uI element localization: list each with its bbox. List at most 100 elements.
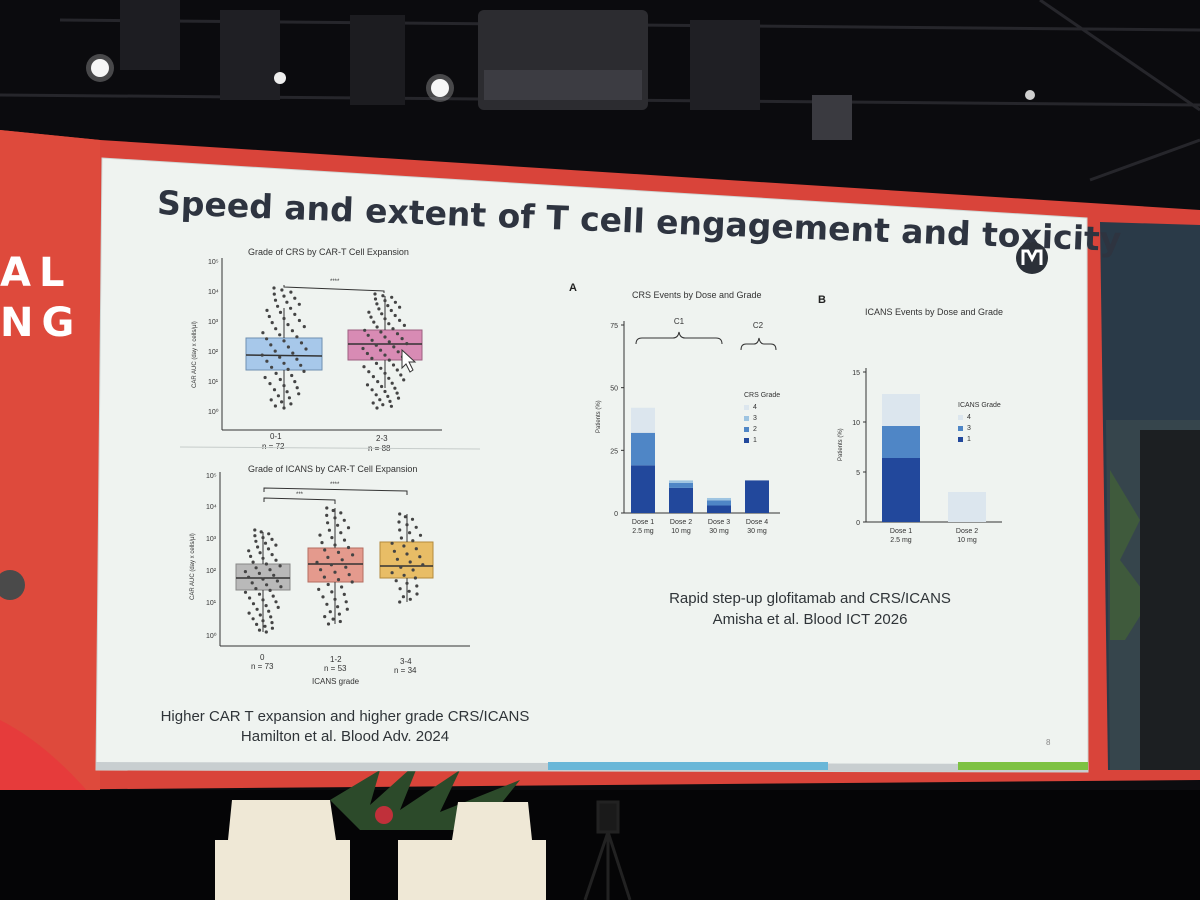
data-point: [280, 400, 284, 404]
icans-legend-item-3: 3: [958, 425, 971, 432]
data-point: [274, 543, 278, 547]
data-point: [297, 318, 301, 323]
data-point: [261, 556, 265, 560]
significance-label-2: ****: [330, 482, 340, 488]
data-point: [394, 579, 398, 583]
data-point: [408, 597, 412, 601]
data-point: [339, 531, 343, 535]
data-point: [402, 544, 406, 548]
crs-expansion-panel-title: Grade of CRS by CAR-T Cell Expansion: [248, 247, 409, 257]
data-point: [398, 318, 402, 322]
data-point: [395, 557, 399, 561]
bracket-label-c2: C2: [753, 321, 764, 330]
data-point: [405, 342, 409, 346]
data-point: [268, 568, 272, 572]
data-point: [268, 588, 272, 592]
data-point: [304, 347, 308, 351]
data-point: [315, 560, 319, 564]
data-point: [286, 367, 290, 371]
data-point: [278, 333, 282, 337]
data-point: [386, 394, 390, 398]
data-point: [295, 335, 299, 339]
data-point: [268, 382, 272, 386]
data-point: [387, 358, 391, 362]
y-tick-1e3: 10³: [208, 319, 219, 326]
data-point: [330, 536, 334, 540]
data-point: [330, 590, 334, 594]
significance-label: ****: [330, 279, 340, 285]
data-point: [267, 532, 271, 536]
y-tick-1e3: 10³: [206, 536, 217, 543]
x-tick-label: Dose 1: [890, 528, 912, 535]
data-point: [387, 340, 391, 344]
icans-legend-item-4: 4: [958, 414, 971, 421]
institution-logo-icon: [1016, 242, 1048, 274]
data-point: [278, 355, 282, 359]
data-point: [399, 536, 403, 540]
data-point: [264, 562, 268, 566]
data-point: [282, 316, 286, 321]
data-point: [347, 573, 351, 577]
data-point: [285, 300, 289, 304]
icans-group-0-label: 0: [260, 653, 265, 662]
bar-segment-grade-1: [631, 465, 655, 513]
data-point: [321, 595, 325, 599]
data-point: [390, 381, 394, 385]
left-caption-line1: Higher CAR T expansion and higher grade …: [160, 708, 530, 725]
data-point: [340, 558, 344, 562]
y-tick-1e1: 10¹: [206, 600, 217, 607]
crs-legend-title: CRS Grade: [744, 392, 781, 399]
data-point: [287, 396, 291, 400]
bar-segment-grade-1: [882, 458, 920, 522]
data-point: [402, 573, 406, 577]
bracket-label-c1: C1: [674, 317, 685, 326]
data-point: [317, 587, 321, 591]
data-point: [415, 584, 419, 588]
data-point: [270, 321, 274, 325]
camera-tripod: [583, 800, 632, 900]
data-point: [286, 345, 290, 349]
data-point: [380, 312, 384, 316]
data-point: [370, 356, 374, 360]
data-point: [253, 534, 257, 538]
data-point: [270, 621, 274, 625]
y-tick-label: 25: [610, 448, 618, 455]
data-point: [257, 628, 262, 632]
data-point: [274, 558, 278, 562]
y-tick-1e1: 10¹: [208, 379, 219, 386]
data-point: [371, 401, 375, 405]
data-point: [374, 361, 379, 365]
data-point: [326, 582, 330, 587]
data-point: [278, 377, 282, 382]
data-point: [326, 622, 331, 626]
data-point: [289, 306, 293, 310]
bar-segment-grade-1: [669, 487, 693, 513]
x-tick-label: Dose 1: [632, 519, 654, 526]
data-point: [267, 314, 271, 319]
data-point: [397, 520, 401, 524]
data-point: [291, 351, 295, 355]
data-point: [265, 308, 269, 312]
data-point: [261, 331, 265, 335]
y-tick-label: 75: [610, 323, 618, 330]
data-point: [401, 595, 405, 599]
data-point: [272, 286, 276, 290]
bar-segment-grade-4: [882, 394, 920, 426]
data-point: [396, 350, 400, 354]
icans-legend-title: ICANS Grade: [958, 402, 1001, 409]
y-tick-1e2: 10²: [208, 349, 219, 356]
data-point: [365, 351, 369, 356]
data-point: [414, 525, 418, 529]
banner-text-bottom: NG: [0, 300, 83, 346]
data-point: [295, 357, 299, 361]
data-point: [278, 564, 282, 568]
data-point: [407, 589, 411, 593]
y-tick-1e5: 10⁵: [206, 473, 217, 480]
data-point: [381, 294, 385, 298]
data-point: [278, 310, 283, 314]
crs-group-0-1-label: 0-1: [270, 432, 282, 441]
y-tick-label: 0: [856, 520, 860, 527]
crs-legend-item-3: 3: [744, 415, 757, 422]
y-axis-label: CAR AUC (day x cells/μl): [192, 321, 198, 388]
